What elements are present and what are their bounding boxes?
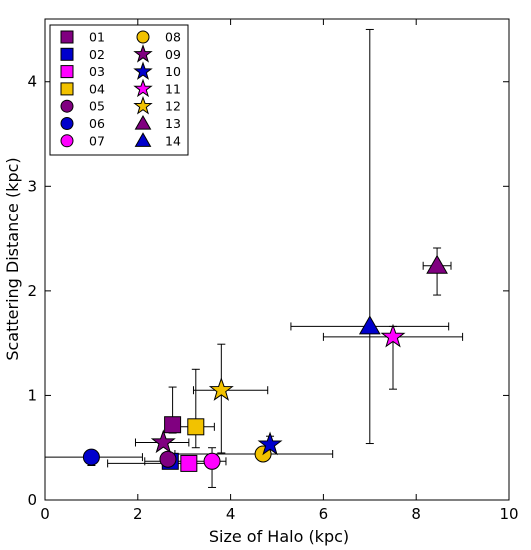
data-point-12 (208, 377, 234, 401)
legend-marker-10 (133, 61, 153, 80)
data-point-01 (164, 416, 182, 434)
legend-label: 08 (165, 30, 181, 45)
x-tick-label: 6 (319, 505, 329, 523)
data-point-03 (180, 454, 198, 472)
legend-marker-04 (60, 82, 74, 96)
legend-marker-11 (133, 78, 153, 98)
legend-label: 14 (165, 133, 181, 148)
x-tick-label: 0 (40, 505, 50, 523)
x-tick-label: 2 (133, 505, 143, 523)
legend-marker-06 (60, 117, 74, 130)
legend-marker-07 (60, 134, 74, 148)
legend-marker-03 (60, 65, 74, 79)
legend-label: 10 (165, 64, 181, 79)
legend-marker-14 (134, 132, 152, 147)
y-tick-label: 4 (27, 73, 37, 91)
legend-label: 01 (89, 30, 105, 45)
x-tick-label: 10 (499, 505, 518, 523)
data-point-13 (426, 254, 448, 274)
data-point-07 (203, 452, 221, 470)
y-tick-label: 0 (27, 491, 37, 509)
legend-label: 11 (165, 81, 181, 96)
x-tick-label: 4 (226, 505, 236, 523)
legend-label: 02 (89, 47, 105, 62)
y-tick-label: 1 (27, 386, 37, 404)
errorbar-series-12 (192, 343, 269, 454)
data-point-09 (150, 429, 176, 454)
legend-label: 04 (89, 81, 105, 96)
legend-marker-01 (60, 30, 74, 44)
legend-label: 12 (165, 99, 181, 114)
legend-label: 13 (165, 116, 181, 131)
x-tick-label: 8 (411, 505, 421, 523)
y-axis-title: Scattering Distance (kpc) (3, 157, 22, 360)
legend-marker-12 (133, 95, 153, 115)
data-point-11 (380, 323, 406, 348)
legend-label: 05 (89, 99, 105, 114)
legend-marker-02 (60, 47, 74, 61)
plot-layer (45, 28, 464, 488)
legend-marker-09 (133, 44, 153, 63)
plot-frame (44, 18, 510, 501)
data-point-10 (257, 431, 283, 456)
legend-marker-13 (134, 114, 152, 130)
legend-label: 07 (89, 133, 105, 148)
y-tick-label: 3 (27, 177, 37, 195)
y-tick-label: 2 (27, 282, 37, 300)
legend-marker-08 (136, 30, 150, 44)
data-point-05 (159, 450, 177, 468)
x-axis-title: Size of Halo (kpc) (209, 527, 349, 546)
data-point-04 (187, 418, 205, 436)
legend-label: 03 (89, 64, 105, 79)
legend-label: 09 (165, 47, 181, 62)
data-point-14 (358, 315, 381, 335)
legend-marker-05 (60, 99, 74, 113)
data-point-06 (82, 448, 100, 466)
legend-label: 06 (89, 116, 105, 131)
legend: 01 02 03 04 05 06 07 08 09 10 11 12 13 14 (49, 24, 189, 156)
